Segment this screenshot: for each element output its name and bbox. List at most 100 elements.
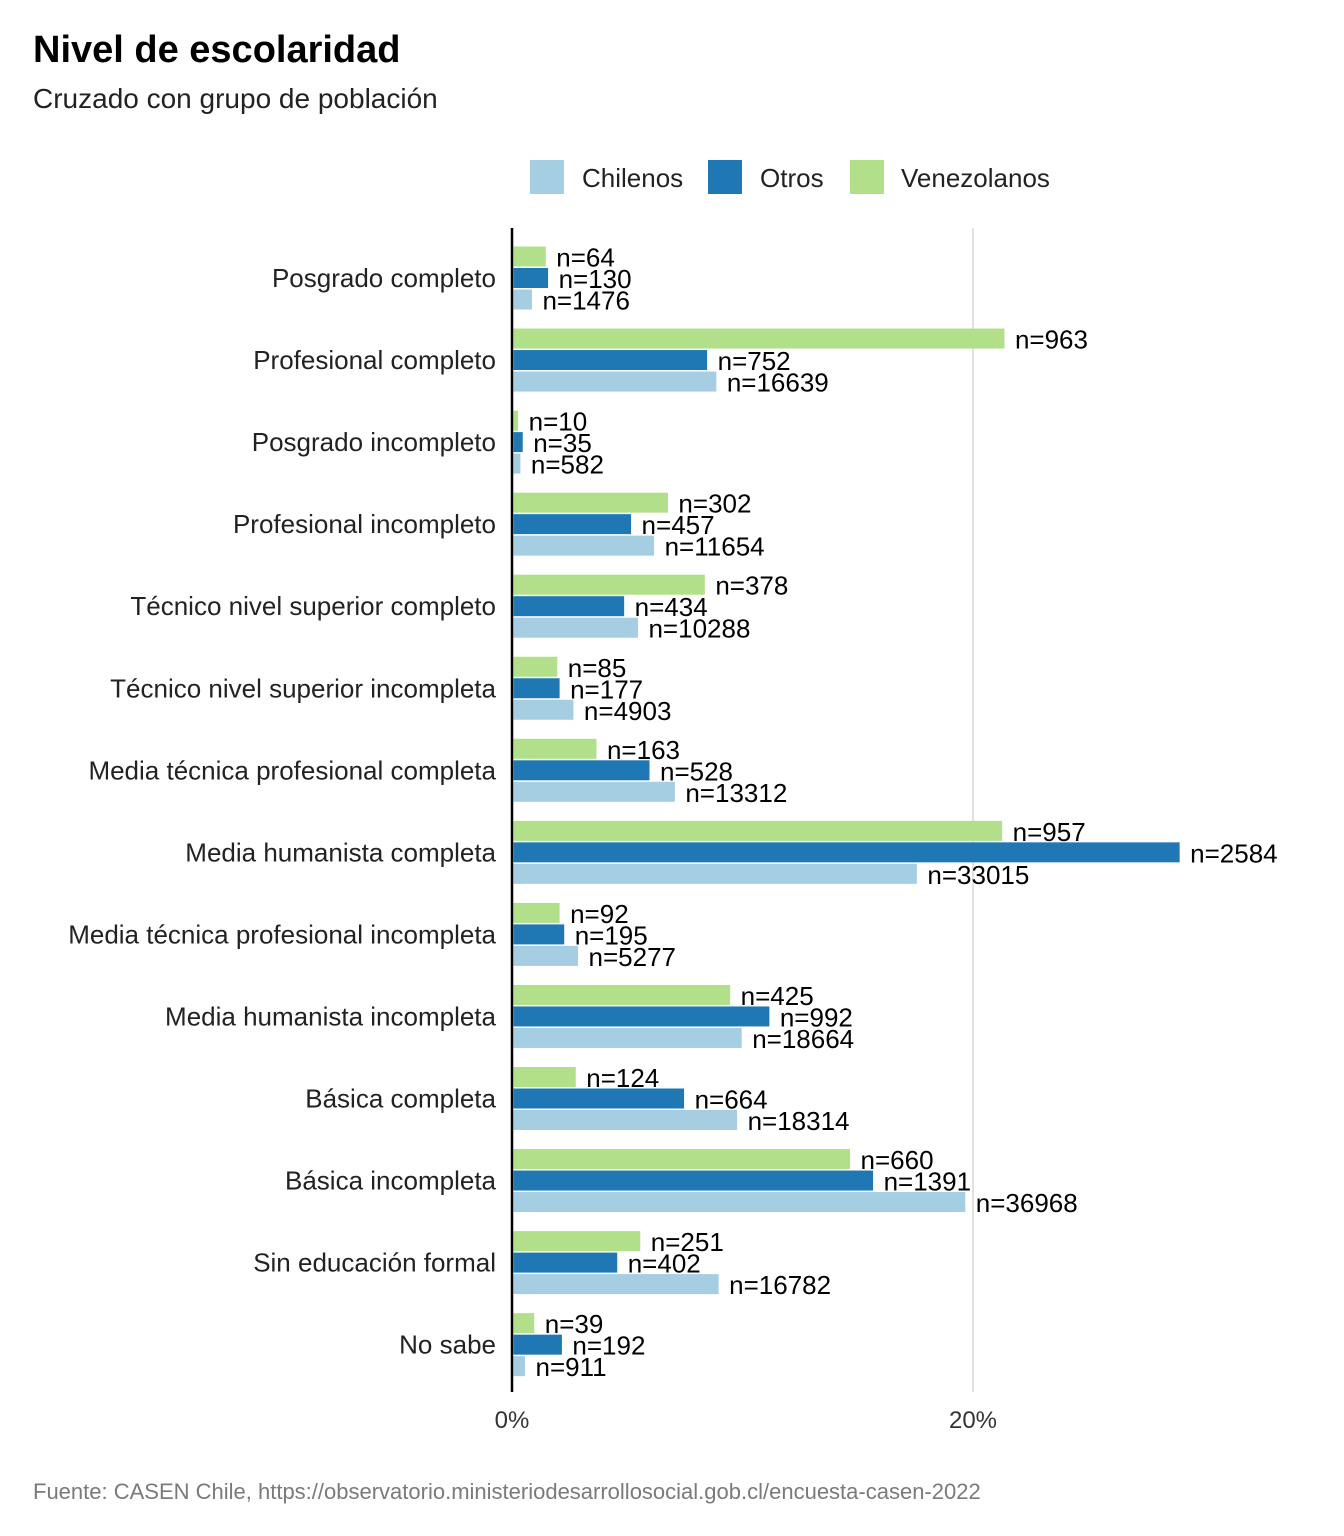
bar-otros bbox=[513, 514, 632, 535]
bar-otros bbox=[513, 268, 549, 288]
category-label: Profesional completo bbox=[253, 345, 496, 375]
data-label-chilenos: n=911 bbox=[536, 1352, 607, 1382]
bar-chilenos bbox=[513, 863, 917, 884]
data-label-otros: n=992 bbox=[780, 1002, 853, 1032]
data-label-otros: n=457 bbox=[642, 510, 715, 540]
data-label-chilenos: n=18314 bbox=[748, 1106, 850, 1136]
data-label-venezolanos: n=378 bbox=[715, 571, 788, 601]
category-label: Técnico nivel superior completo bbox=[130, 591, 496, 621]
data-label-otros: n=752 bbox=[718, 346, 791, 376]
category-label: Media humanista incompleta bbox=[165, 1001, 496, 1031]
data-label-chilenos: n=13312 bbox=[685, 778, 787, 808]
category-label: Media técnica profesional incompleta bbox=[68, 919, 496, 949]
bar-otros bbox=[513, 760, 650, 781]
bar-chilenos bbox=[513, 535, 655, 556]
bar-venezolanos bbox=[513, 328, 1005, 349]
bar-venezolanos bbox=[513, 492, 668, 513]
data-label-venezolanos: n=425 bbox=[741, 981, 814, 1011]
bar-venezolanos bbox=[513, 246, 546, 267]
data-label-venezolanos: n=39 bbox=[545, 1309, 604, 1339]
bar-chilenos bbox=[513, 1192, 966, 1213]
category-label: Técnico nivel superior incompleta bbox=[110, 673, 496, 703]
chart-subtitle: Cruzado con grupo de población bbox=[33, 83, 438, 114]
data-label-chilenos: n=33015 bbox=[927, 860, 1029, 890]
bar-chilenos bbox=[513, 371, 717, 392]
bar-venezolanos bbox=[513, 1313, 535, 1334]
data-label-venezolanos: n=302 bbox=[678, 489, 751, 519]
category-label: Media humanista completa bbox=[185, 837, 496, 867]
legend-swatch-otros bbox=[708, 160, 742, 194]
data-label-venezolanos: n=163 bbox=[607, 735, 680, 765]
data-label-otros: n=192 bbox=[572, 1331, 645, 1361]
bar-chilenos bbox=[513, 945, 579, 966]
legend-label-chilenos: Chilenos bbox=[582, 163, 683, 193]
data-label-otros: n=177 bbox=[570, 674, 643, 704]
category-labels: Posgrado completo Profesional completo Pos… bbox=[68, 263, 496, 1360]
data-label-otros: n=402 bbox=[628, 1249, 701, 1279]
data-label-venezolanos: n=957 bbox=[1013, 817, 1086, 847]
data-label-chilenos: n=18664 bbox=[752, 1024, 854, 1054]
bar-otros bbox=[513, 350, 708, 371]
bar-venezolanos bbox=[513, 1149, 851, 1170]
bar-chilenos bbox=[513, 781, 675, 802]
bar-chilenos bbox=[513, 1274, 719, 1295]
data-label-otros: n=1391 bbox=[884, 1167, 971, 1197]
data-label-chilenos: n=5277 bbox=[589, 942, 676, 972]
data-label-chilenos: n=16782 bbox=[729, 1270, 831, 1300]
data-label-venezolanos: n=92 bbox=[570, 899, 629, 929]
bar-chilenos bbox=[513, 699, 574, 720]
bar-chilenos bbox=[513, 453, 521, 474]
data-label-venezolanos: n=10 bbox=[529, 407, 588, 437]
data-label-otros: n=664 bbox=[695, 1085, 768, 1115]
legend: Chilenos Otros Venezolanos bbox=[530, 160, 1050, 194]
data-label-otros: n=528 bbox=[660, 756, 733, 786]
data-label-chilenos: n=36968 bbox=[976, 1188, 1078, 1218]
data-label-chilenos: n=16639 bbox=[727, 368, 829, 398]
category-label: Profesional incompleto bbox=[233, 509, 496, 539]
category-label: Básica incompleta bbox=[285, 1166, 497, 1196]
data-label-chilenos: n=582 bbox=[531, 450, 604, 480]
data-label-venezolanos: n=85 bbox=[568, 653, 627, 683]
bar-chilenos bbox=[513, 1027, 742, 1048]
data-label-venezolanos: n=660 bbox=[861, 1145, 934, 1175]
bar-otros bbox=[513, 1170, 874, 1191]
data-label-chilenos: n=1476 bbox=[542, 286, 629, 316]
data-label-otros: n=35 bbox=[533, 428, 592, 458]
bar-chilenos bbox=[513, 289, 532, 310]
bar-venezolanos bbox=[513, 574, 705, 595]
legend-label-venezolanos: Venezolanos bbox=[901, 163, 1050, 193]
category-label: Posgrado incompleto bbox=[252, 427, 496, 457]
data-label-otros: n=130 bbox=[559, 264, 632, 294]
legend-label-otros: Otros bbox=[760, 163, 824, 193]
bar-otros bbox=[513, 924, 565, 945]
category-label: Sin educación formal bbox=[253, 1248, 496, 1278]
bar-otros bbox=[513, 1252, 618, 1273]
category-label: Posgrado completo bbox=[272, 263, 496, 293]
legend-swatch-venezolanos bbox=[850, 160, 884, 194]
bar-venezolanos bbox=[513, 902, 560, 923]
caption: Fuente: CASEN Chile, https://observatori… bbox=[33, 1479, 981, 1504]
data-label-venezolanos: n=64 bbox=[556, 243, 615, 273]
data-label-otros: n=2584 bbox=[1190, 838, 1277, 868]
category-label: Básica completa bbox=[305, 1084, 496, 1114]
bar-venezolanos bbox=[513, 1231, 641, 1252]
category-label: No sabe bbox=[399, 1330, 496, 1360]
data-label-otros: n=195 bbox=[575, 920, 648, 950]
bar-otros bbox=[513, 432, 523, 453]
data-label-chilenos: n=10288 bbox=[648, 614, 750, 644]
x-tick-label: 20% bbox=[949, 1407, 997, 1434]
bar-otros bbox=[513, 1006, 770, 1027]
bar-otros bbox=[513, 1334, 562, 1355]
bar-otros bbox=[513, 842, 1180, 863]
bar-chilenos bbox=[513, 1356, 526, 1377]
bar-venezolanos bbox=[513, 738, 597, 759]
data-label-venezolanos: n=963 bbox=[1015, 325, 1088, 355]
bar-chilenos bbox=[513, 1110, 738, 1130]
bar-otros bbox=[513, 1088, 685, 1109]
legend-swatch-chilenos bbox=[530, 160, 564, 194]
category-label: Media técnica profesional completa bbox=[88, 755, 496, 785]
data-label-otros: n=434 bbox=[635, 592, 708, 622]
chart-title: Nivel de escolaridad bbox=[33, 29, 401, 71]
